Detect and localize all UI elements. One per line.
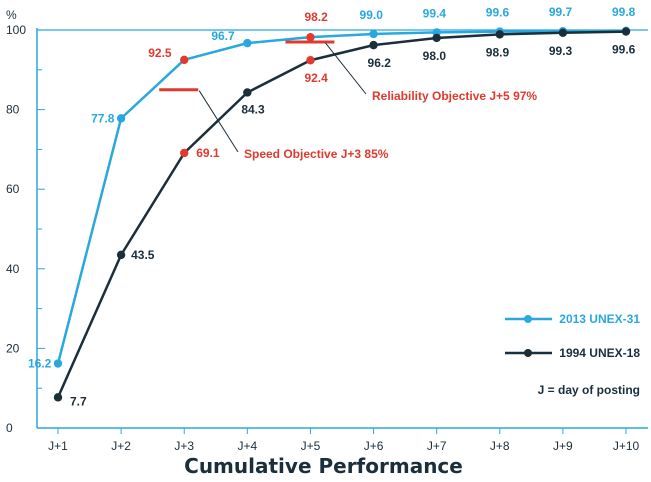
data-point: [180, 55, 189, 65]
x-tick-label: J+4: [237, 439, 257, 453]
data-label: 69.1: [196, 146, 220, 160]
data-label: 16.2: [28, 357, 52, 371]
y-tick-label: 20: [6, 341, 20, 355]
axes: % 0 20 40 60 80 100 J+1 J+2 J+3 J+4 J+5 J+6 J+7 J+8 J+9…: [6, 8, 648, 453]
data-label: 96.2: [368, 56, 392, 70]
data-label: 98.0: [423, 49, 447, 63]
data-point: [369, 29, 378, 39]
x-tick-label: J+8: [490, 439, 510, 453]
data-label: 77.8: [91, 111, 115, 125]
objective-callout-line: [325, 42, 367, 95]
objective-label: Reliability Objective J+5 97%: [372, 89, 537, 103]
data-point: [306, 32, 315, 42]
data-label: 92.5: [148, 46, 172, 60]
data-point: [306, 56, 315, 65]
data-point: [432, 33, 441, 43]
y-tick-label: 80: [6, 103, 20, 117]
data-label: 7.7: [70, 394, 87, 408]
annotations: Speed Objective J+3 85% Reliability Objec…: [159, 40, 537, 161]
x-tick-label: J+1: [48, 439, 68, 453]
data-label: 99.6: [612, 43, 636, 57]
y-tick-label: 100: [6, 23, 26, 37]
x-tick-label: J+9: [553, 439, 573, 453]
data-label: 99.8: [612, 5, 636, 19]
x-tick-label: J+10: [613, 439, 640, 453]
data-point: [369, 40, 378, 50]
x-tick-label: J+6: [364, 439, 384, 453]
data-label: 98.2: [304, 10, 328, 24]
data-label: 84.3: [241, 102, 265, 116]
data-point: [243, 38, 252, 48]
series-line: [56, 29, 627, 364]
data-label: 99.0: [360, 8, 384, 22]
y-tick-label: 60: [6, 182, 20, 196]
data-point: [621, 27, 631, 36]
y-tick-label: 40: [6, 262, 20, 276]
data-point: [495, 30, 504, 39]
chart-title: Cumulative Performance: [184, 454, 463, 478]
y-axis-label: %: [6, 8, 17, 22]
data-label: 99.4: [423, 6, 447, 20]
data-label: 96.7: [211, 29, 235, 43]
series-0: 16.2 77.8 92.5 96.7 98.2 99.0 99.4 99.6 99.7 99.8: [28, 5, 636, 371]
x-tick-label: J+3: [174, 439, 194, 453]
data-label: 99.6: [486, 6, 510, 20]
objective-label: Speed Objective J+3 85%: [244, 147, 389, 161]
data-point: [558, 28, 568, 37]
data-point: [116, 250, 126, 260]
series-layer: 16.2 77.8 92.5 96.7 98.2 99.0 99.4 99.6 99.7 99.8…: [28, 5, 636, 409]
data-point: [53, 393, 63, 402]
data-label: 99.7: [549, 5, 573, 19]
legend-swatch-marker: [524, 349, 532, 357]
data-point: [243, 88, 252, 97]
x-tick-label: J+2: [111, 439, 131, 453]
data-point: [53, 359, 63, 368]
data-label: 43.5: [131, 248, 155, 262]
legend-label: 2013 UNEX-31: [559, 312, 640, 326]
series-1: 7.7 43.5 69.1 84.3 92.4 96.2 98.0 98.9 99.3 99.6: [53, 27, 636, 408]
series-line: [56, 30, 627, 398]
legend-swatch-marker: [524, 315, 532, 323]
data-label: 98.9: [486, 45, 510, 59]
legend-label: 1994 UNEX-18: [559, 346, 640, 360]
data-point: [116, 114, 126, 123]
legend: 2013 UNEX-31 1994 UNEX-18 J = day of posti…: [505, 312, 640, 397]
data-point: [180, 148, 189, 158]
x-tick-label: J+7: [427, 439, 447, 453]
y-tick-label: 0: [6, 421, 13, 435]
data-label: 99.3: [549, 44, 573, 58]
data-label: 92.4: [304, 71, 328, 85]
legend-note: J = day of posting: [538, 383, 640, 397]
x-tick-label: J+5: [301, 439, 321, 453]
